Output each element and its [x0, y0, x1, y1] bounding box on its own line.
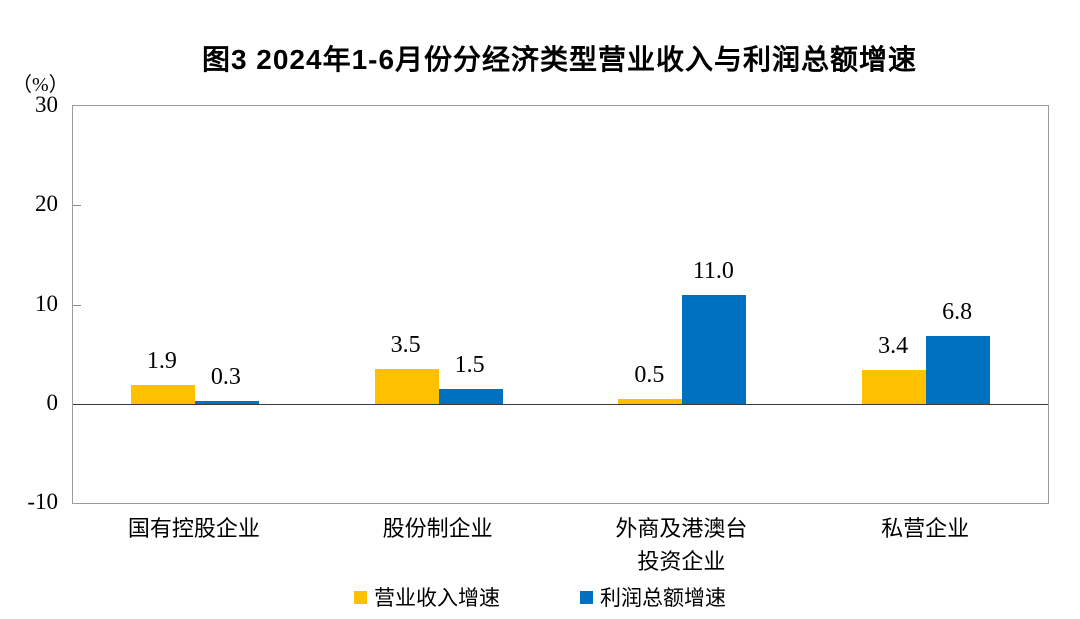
bar-series0-group2 — [618, 398, 683, 404]
y-tick-label: -10 — [27, 489, 58, 514]
y-axis-tick — [73, 304, 81, 306]
x-category-label: 私营企业 — [881, 512, 969, 545]
bar-series1-group0 — [194, 400, 259, 404]
y-tick-label: 0 — [46, 389, 59, 415]
legend-label: 利润总额增速 — [600, 586, 726, 610]
x-category-label: 国有控股企业 — [128, 512, 260, 545]
legend-swatch-icon — [580, 590, 593, 604]
bar-value-label: 11.0 — [692, 257, 734, 284]
bar-value-label: 0.5 — [634, 361, 665, 388]
chart-legend: 营业收入增速 利润总额增速 — [0, 582, 1080, 612]
y-axis-unit-label: （%） — [12, 74, 69, 96]
x-category-label-line: 外商及港澳台 — [615, 516, 748, 541]
x-category-label-line: 投资企业 — [637, 549, 726, 574]
plot-area — [72, 105, 1049, 504]
x-category-label-line: 私营企业 — [881, 516, 970, 541]
y-axis-tick — [73, 205, 81, 207]
bar-series1-group1 — [438, 388, 503, 404]
x-category-label: 股份制企业 — [383, 512, 493, 545]
y-tick-label: 20 — [35, 191, 58, 217]
bar-value-label: 0.3 — [210, 363, 241, 390]
legend-item-series0: 营业收入增速 — [354, 582, 500, 612]
bar-value-label: 1.5 — [454, 351, 485, 378]
bar-value-label: 3.5 — [390, 332, 421, 358]
bar-series0-group1 — [374, 369, 439, 404]
legend-label: 营业收入增速 — [374, 586, 500, 610]
legend-item-series1: 利润总额增速 — [580, 582, 726, 612]
bar-series0-group0 — [130, 384, 195, 404]
chart-title: 图3 2024年1-6月份分经济类型营业收入与利润总额增速 — [201, 44, 918, 75]
x-category-label-line: 国有控股企业 — [127, 516, 260, 541]
bar-series0-group3 — [862, 370, 927, 404]
bar-value-label: 3.4 — [878, 333, 909, 359]
x-category-label-line: 股份制企业 — [382, 516, 493, 541]
bar-value-label: 1.9 — [146, 347, 177, 374]
bar-value-label: 6.8 — [942, 299, 973, 326]
bar-series1-group2 — [682, 294, 747, 404]
bar-series1-group3 — [926, 336, 991, 404]
zero-gridline — [73, 403, 1048, 405]
y-tick-label: 10 — [35, 290, 58, 316]
legend-swatch-icon — [354, 590, 367, 604]
y-tick-label: 30 — [35, 92, 58, 117]
x-category-label: 外商及港澳台 投资企业 — [615, 512, 747, 578]
